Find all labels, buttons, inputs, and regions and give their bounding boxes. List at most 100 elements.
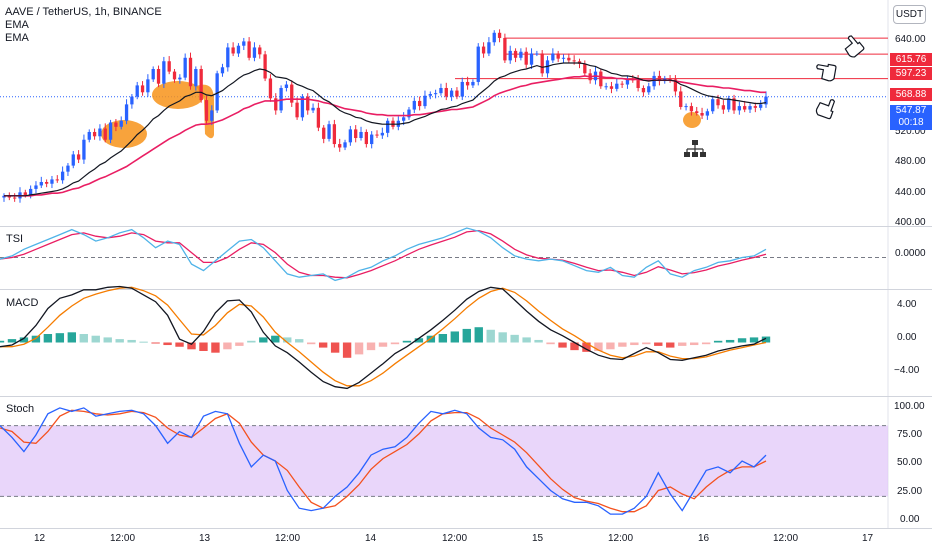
macd-line: [0, 285, 767, 390]
ema-slow-label[interactable]: EMA: [5, 32, 29, 44]
candle: [316, 107, 321, 128]
macd-histogram-bar: [606, 342, 615, 350]
candle: [204, 100, 209, 121]
candle: [98, 128, 102, 137]
candle: [300, 96, 305, 118]
candle: [721, 105, 726, 110]
candle: [689, 106, 694, 112]
candle: [449, 90, 454, 97]
candle: [39, 182, 43, 186]
candle: [2, 195, 6, 198]
time-tick: 12: [34, 533, 46, 544]
macd-histogram-bar: [223, 342, 232, 350]
current-price-tag[interactable]: 547.87 00:18: [890, 105, 932, 130]
macd-histogram-bar: [163, 342, 172, 346]
candle: [130, 96, 134, 105]
candle: [657, 75, 662, 82]
candle: [322, 127, 326, 139]
candle: [82, 139, 86, 160]
macd-histogram-bar: [139, 341, 148, 343]
candle: [359, 131, 363, 139]
stoch-pane-label[interactable]: Stoch: [6, 403, 35, 415]
candle: [684, 106, 688, 108]
candle: [210, 110, 214, 121]
macd-histogram-bar: [654, 342, 663, 346]
price-tick: 640.00: [895, 34, 926, 45]
stoch-k-line: [0, 407, 767, 515]
macd-histogram-bar: [510, 334, 519, 343]
candle: [636, 80, 640, 88]
candle: [753, 106, 757, 108]
macd-histogram-bar: [79, 334, 88, 343]
time-tick: 17: [862, 533, 874, 544]
macd-tick: 0.00: [897, 332, 917, 343]
candle: [284, 84, 289, 88]
macd-histogram-bar: [211, 342, 220, 353]
candle: [386, 120, 390, 133]
candle: [226, 47, 230, 68]
macd-histogram-bar: [414, 338, 424, 343]
stoch-band: [0, 425, 888, 497]
level-tag[interactable]: 597.23: [890, 67, 932, 80]
candle: [28, 188, 33, 195]
price-tick: 440.00: [895, 187, 926, 198]
candle: [732, 98, 736, 111]
candle: [247, 41, 251, 58]
macd-histogram-bar: [7, 339, 17, 343]
candle: [199, 69, 203, 101]
candle: [737, 106, 742, 111]
level-tag[interactable]: 568.88: [890, 88, 932, 101]
candle: [668, 78, 672, 80]
candle: [194, 69, 198, 87]
macd-histogram-bar: [642, 342, 651, 345]
ema-fast-label[interactable]: EMA: [5, 19, 29, 31]
candle: [13, 197, 17, 199]
macd-histogram-bar: [271, 335, 280, 343]
macd-histogram-bar: [306, 342, 316, 345]
macd-pane-label[interactable]: MACD: [6, 297, 39, 309]
candle: [348, 129, 353, 143]
candle: [162, 61, 166, 84]
macd-tick: −4.00: [894, 365, 920, 376]
level-tag[interactable]: 615.76: [890, 53, 932, 66]
candle: [236, 45, 241, 54]
candle: [258, 47, 262, 55]
macd-histogram-bar: [737, 338, 747, 343]
tsi-tick: 0.0000: [895, 248, 926, 259]
candle: [188, 57, 193, 87]
candle: [700, 113, 704, 116]
current-price-value: 547.87: [895, 105, 927, 116]
time-tick: 13: [199, 533, 211, 544]
candle: [380, 132, 384, 136]
macd-histogram-bar: [318, 342, 328, 348]
candle: [711, 99, 715, 112]
macd-histogram-bar: [522, 337, 531, 343]
candle: [497, 32, 502, 38]
candle: [370, 134, 374, 145]
candle: [231, 47, 235, 54]
hierarchy-node: [692, 140, 698, 145]
macd-signal-line: [0, 286, 767, 387]
candle: [455, 90, 459, 97]
candle: [66, 165, 70, 172]
stoch-d-line: [0, 409, 767, 513]
candle: [44, 182, 49, 184]
candle: [743, 106, 747, 110]
candle: [673, 79, 678, 92]
macd-histogram-bar: [247, 340, 256, 343]
macd-histogram-bar: [594, 342, 603, 351]
candle: [625, 79, 630, 85]
candle: [274, 98, 278, 111]
candle: [471, 81, 475, 86]
macd-histogram-bar: [19, 337, 29, 343]
macd-histogram-bar: [689, 342, 699, 346]
tsi-pane-label[interactable]: TSI: [6, 233, 24, 245]
candle: [609, 86, 614, 89]
currency-unit-button[interactable]: USDT: [893, 5, 926, 24]
symbol-title[interactable]: AAVE / TetherUS, 1h, BINANCE: [5, 6, 162, 18]
candle: [748, 106, 752, 110]
macd-histogram-bar: [295, 339, 304, 343]
highlight-drawing: [101, 120, 147, 148]
candle: [487, 42, 491, 54]
